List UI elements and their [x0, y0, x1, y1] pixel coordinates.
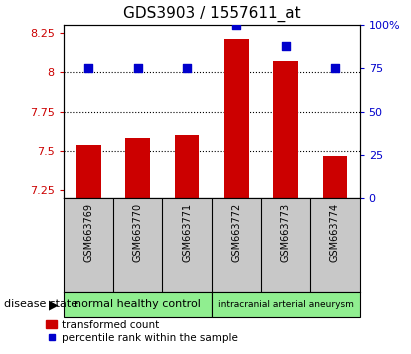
Bar: [224, 39, 249, 198]
Bar: [212, 292, 360, 317]
Text: intracranial arterial aneurysm: intracranial arterial aneurysm: [218, 300, 353, 309]
Point: [332, 65, 338, 71]
Point: [134, 65, 141, 71]
Title: GDS3903 / 1557611_at: GDS3903 / 1557611_at: [123, 6, 300, 22]
Text: GSM663774: GSM663774: [330, 203, 340, 262]
Bar: [64, 292, 212, 317]
Text: disease state: disease state: [4, 299, 78, 309]
Text: ▶: ▶: [48, 298, 58, 311]
Text: GSM663772: GSM663772: [231, 203, 241, 262]
Point: [233, 22, 240, 28]
Point: [282, 43, 289, 48]
Text: GSM663771: GSM663771: [182, 203, 192, 262]
Point: [85, 65, 92, 71]
Text: GSM663769: GSM663769: [83, 203, 93, 262]
Bar: [175, 135, 199, 198]
Bar: [323, 156, 347, 198]
Point: [184, 65, 190, 71]
Text: GSM663770: GSM663770: [133, 203, 143, 262]
Text: GSM663773: GSM663773: [281, 203, 291, 262]
Text: normal healthy control: normal healthy control: [74, 299, 201, 309]
Bar: [273, 61, 298, 198]
Legend: transformed count, percentile rank within the sample: transformed count, percentile rank withi…: [42, 315, 242, 347]
Bar: [76, 145, 101, 198]
Bar: [125, 138, 150, 198]
